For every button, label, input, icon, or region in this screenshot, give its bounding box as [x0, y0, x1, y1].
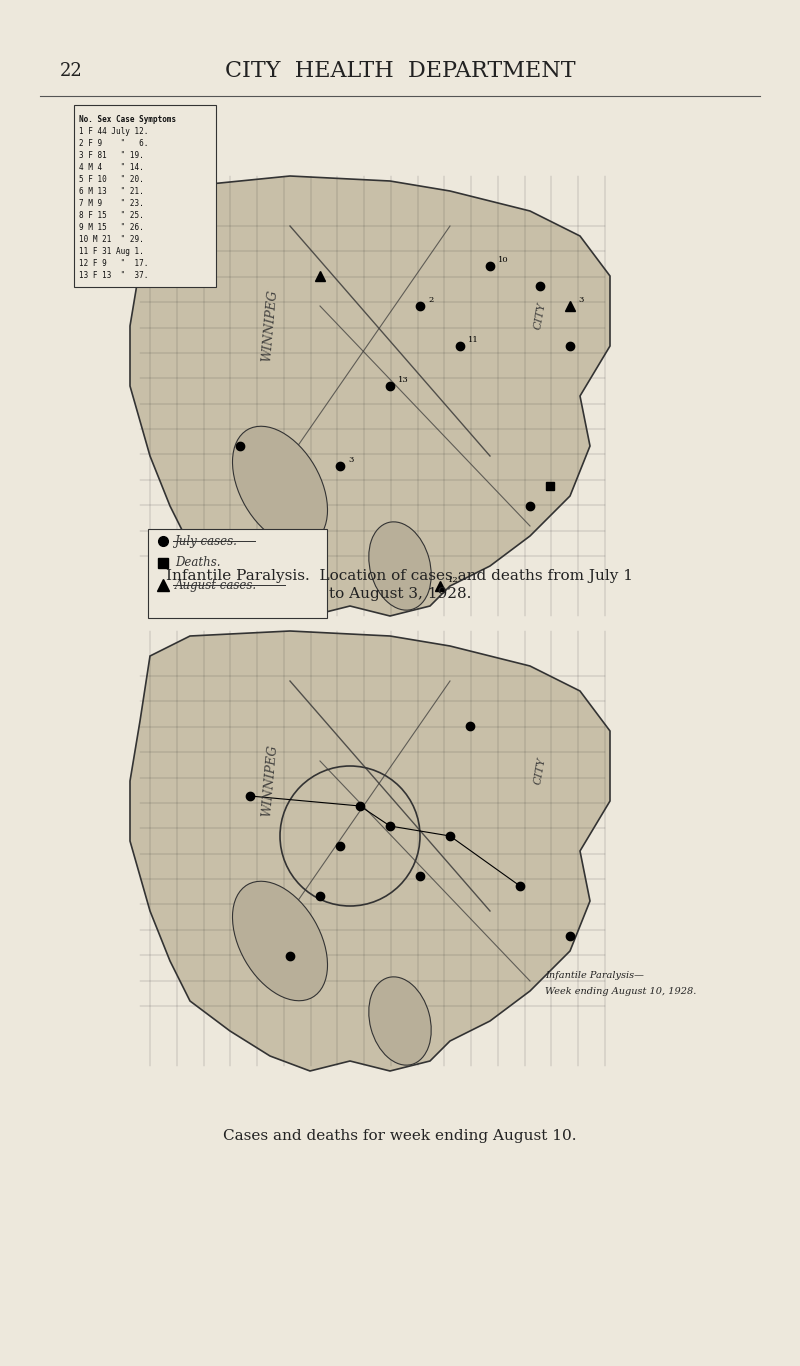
- Text: 11 F 31 Aug 1.: 11 F 31 Aug 1.: [79, 247, 144, 257]
- Text: to August 3, 1928.: to August 3, 1928.: [329, 587, 471, 601]
- Text: 12: 12: [448, 576, 458, 585]
- Text: Infantile Paralysis—: Infantile Paralysis—: [545, 971, 644, 981]
- Polygon shape: [130, 631, 610, 1071]
- Text: 13: 13: [398, 376, 409, 384]
- Text: 2 F 9    "   6.: 2 F 9 " 6.: [79, 139, 148, 149]
- Text: 3: 3: [348, 456, 354, 464]
- Text: Deaths.: Deaths.: [175, 556, 221, 570]
- Text: 9 M 15   " 26.: 9 M 15 " 26.: [79, 224, 144, 232]
- Text: 1 F 44 July 12.: 1 F 44 July 12.: [79, 127, 148, 137]
- Text: CITY: CITY: [533, 302, 547, 331]
- Text: CITY: CITY: [533, 757, 547, 785]
- Text: 7 M 9    " 23.: 7 M 9 " 23.: [79, 199, 144, 209]
- Ellipse shape: [369, 977, 431, 1065]
- Text: No. Sex Case Symptoms: No. Sex Case Symptoms: [79, 116, 176, 124]
- Text: Cases and deaths for week ending August 10.: Cases and deaths for week ending August …: [223, 1130, 577, 1143]
- Polygon shape: [130, 176, 610, 616]
- Text: WINNIPEG: WINNIPEG: [260, 744, 280, 818]
- Ellipse shape: [233, 426, 327, 546]
- Text: 4 M 4    " 14.: 4 M 4 " 14.: [79, 164, 144, 172]
- Text: CITY  HEALTH  DEPARTMENT: CITY HEALTH DEPARTMENT: [225, 60, 575, 82]
- Text: 11: 11: [468, 336, 478, 344]
- Text: WINNIPEG: WINNIPEG: [260, 290, 280, 362]
- Text: 22: 22: [60, 61, 82, 81]
- Text: Infantile Paralysis.  Location of cases and deaths from July 1: Infantile Paralysis. Location of cases a…: [166, 570, 634, 583]
- Text: 13 F 13  "  37.: 13 F 13 " 37.: [79, 272, 148, 280]
- Text: 3 F 81   " 19.: 3 F 81 " 19.: [79, 152, 144, 160]
- Text: August cases.: August cases.: [175, 578, 257, 591]
- Ellipse shape: [369, 522, 431, 611]
- Text: 5 F 10   " 20.: 5 F 10 " 20.: [79, 175, 144, 184]
- Text: July cases.: July cases.: [175, 534, 238, 548]
- Ellipse shape: [233, 881, 327, 1001]
- FancyBboxPatch shape: [148, 529, 327, 617]
- Text: 10: 10: [498, 255, 509, 264]
- Text: 2: 2: [428, 296, 434, 305]
- Text: 12 F 9   "  17.: 12 F 9 " 17.: [79, 260, 148, 269]
- Text: 8 F 15   " 25.: 8 F 15 " 25.: [79, 212, 144, 220]
- FancyBboxPatch shape: [74, 105, 216, 287]
- Text: Week ending August 10, 1928.: Week ending August 10, 1928.: [545, 986, 696, 996]
- Text: 3: 3: [578, 296, 583, 305]
- Text: 10 M 21  " 29.: 10 M 21 " 29.: [79, 235, 144, 245]
- Text: 6 M 13   " 21.: 6 M 13 " 21.: [79, 187, 144, 197]
